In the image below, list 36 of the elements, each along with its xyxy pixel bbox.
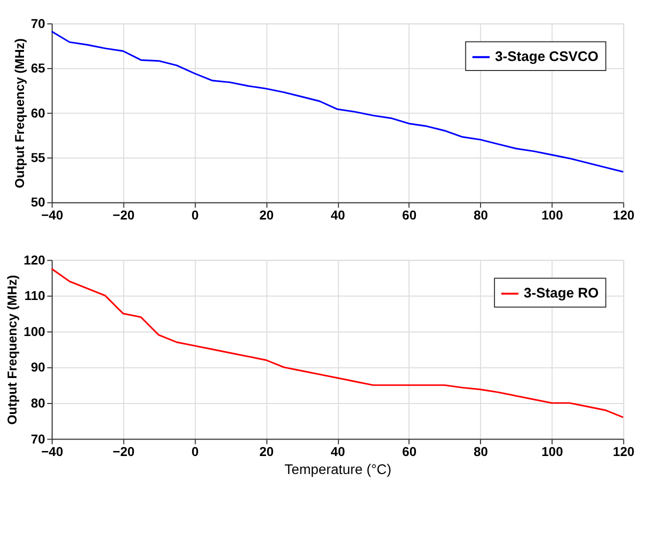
y-tick-label: 120	[24, 252, 46, 268]
x-tick-label: −20	[112, 208, 135, 223]
x-tick-label: 100	[541, 444, 563, 460]
y-tick-label: 70	[30, 16, 46, 31]
line-series	[50, 268, 624, 418]
x-tick-label: 120	[612, 208, 634, 223]
x-tick-label: −40	[41, 444, 64, 460]
x-tick-label: −20	[112, 444, 135, 460]
x-tick-label: 40	[330, 208, 346, 223]
x-tick-label: 100	[541, 208, 563, 223]
y-tick-label: 80	[30, 395, 46, 410]
x-tick-label: 60	[402, 208, 417, 223]
x-tick-label: 80	[474, 208, 488, 223]
legend-label: 3-Stage RO	[524, 284, 599, 301]
x-tick-label: 60	[402, 444, 417, 460]
x-axis-title: Temperature (°C)	[284, 461, 392, 478]
y-tick-label: 100	[24, 324, 46, 339]
x-tick-label: 0	[191, 444, 199, 460]
y-tick-label: 60	[30, 105, 46, 120]
y-tick-label: 70	[30, 431, 46, 446]
x-tick-label: 0	[191, 208, 199, 223]
y-tick-label: 65	[30, 60, 46, 76]
y-tick-label: 110	[24, 288, 46, 304]
x-tick-label: 80	[474, 444, 488, 460]
legend-label: 3-Stage CSVCO	[494, 48, 599, 64]
y-tick-label: 55	[30, 150, 46, 165]
x-tick-label: 120	[612, 444, 634, 460]
y-tick-label: 90	[30, 360, 46, 375]
x-tick-label: 20	[259, 208, 274, 223]
y-tick-label: 50	[30, 194, 46, 210]
line-series	[50, 30, 624, 173]
y-axis-title: Output Frequency (MHz)	[4, 274, 20, 425]
x-tick-label: −40	[41, 208, 64, 223]
x-tick-label: 20	[259, 444, 274, 460]
y-axis-title: Output Frequency (MHz)	[12, 38, 27, 188]
x-tick-label: 40	[330, 444, 346, 460]
